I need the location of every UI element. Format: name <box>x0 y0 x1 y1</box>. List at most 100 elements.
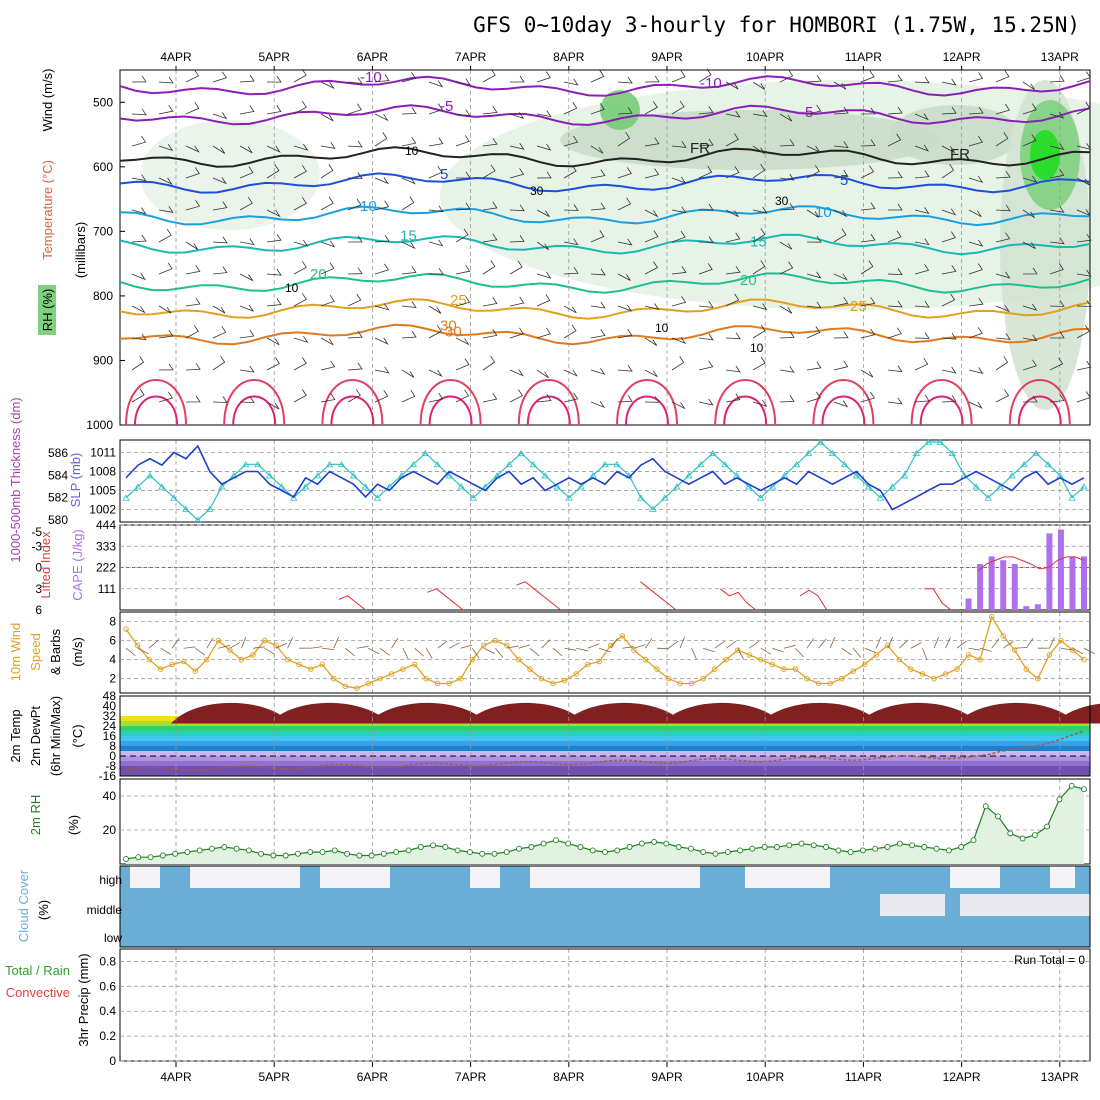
thickness-point <box>337 461 346 468</box>
wind-barb <box>563 135 579 147</box>
wind-speed-point <box>942 671 949 677</box>
wind-speed-point <box>354 685 360 691</box>
wind-barb <box>428 137 444 147</box>
thickness-point <box>816 438 825 445</box>
thickness-point <box>481 483 489 490</box>
wind-barb <box>887 268 903 276</box>
rh-point <box>663 840 670 847</box>
thickness-point <box>984 494 992 501</box>
precip-panel: 0 0.2 0.4 0.6 0.8 Run Total = 0 <box>99 948 1091 1068</box>
thickness-point <box>577 483 585 490</box>
wind-speed-point <box>192 668 199 674</box>
rh-line <box>125 785 1085 860</box>
wind-barb <box>455 109 471 117</box>
temp-bump <box>465 702 586 724</box>
bl-temp-contour <box>1008 379 1071 426</box>
rh-point <box>270 852 277 859</box>
wind-barb <box>428 392 444 403</box>
wind-speed-point <box>446 680 452 687</box>
axis-label-convective: Convective <box>6 985 70 1000</box>
isotherm-label: -10 <box>700 75 722 92</box>
wind-barb <box>536 209 550 217</box>
rh-point <box>147 854 154 861</box>
rh-point <box>945 847 952 854</box>
wind-barb <box>860 139 876 147</box>
wind-barb <box>368 647 380 655</box>
wind-speed-point <box>873 652 879 658</box>
wind-barb <box>995 70 1010 83</box>
wind-barb <box>239 74 255 83</box>
slp-thickness-panel: 1002 1005 1008 1011 580 582 584 586 <box>48 438 1091 527</box>
wind-speed-point <box>573 671 579 677</box>
wind-barb <box>806 638 815 649</box>
slp-tick-label: 1005 <box>89 484 116 498</box>
wind-barb <box>914 76 930 84</box>
wind-barb <box>590 103 605 115</box>
wind-barb <box>779 241 793 250</box>
wind-barb <box>644 337 658 346</box>
wind-barb <box>455 389 470 403</box>
wind-barb <box>212 305 226 314</box>
rh-point <box>773 844 780 850</box>
wind-barb <box>1025 638 1034 649</box>
wind-barb <box>995 356 1009 371</box>
wind-barb <box>941 145 956 154</box>
temp-bump <box>662 702 782 724</box>
wind-speed-point <box>700 675 706 682</box>
thickness-point <box>972 483 980 490</box>
wind-speed-point <box>1046 652 1053 658</box>
wind-barb <box>563 324 577 339</box>
bl-temp-contour <box>1017 395 1062 426</box>
rh-point <box>626 844 633 850</box>
wind-barb <box>437 640 448 649</box>
rh-point <box>172 850 179 857</box>
wind-barb <box>564 647 577 651</box>
thickness-point <box>134 483 142 490</box>
wind-speed-point <box>515 656 522 663</box>
temp-bump <box>171 702 291 724</box>
wind-barb <box>590 329 606 339</box>
wind-barb <box>980 647 992 652</box>
slp-line <box>125 444 1085 511</box>
wind-barb <box>725 110 741 118</box>
wind-barb <box>195 647 206 656</box>
panel-frame <box>119 439 1091 523</box>
wind-barb <box>536 327 551 339</box>
thickness-point <box>433 461 442 468</box>
thickness-point <box>553 483 561 490</box>
wind-barb <box>563 267 579 275</box>
wind-speed-point <box>642 656 649 663</box>
wind-barb <box>320 164 334 179</box>
wind-barb <box>671 401 686 410</box>
wind-speed-point <box>273 642 279 649</box>
rh-point <box>737 847 744 854</box>
wind-speed-point <box>250 652 256 658</box>
panel-axis-labels: Wind (m/s) Temperature (°C) RH (%) (milliba… <box>5 69 91 1047</box>
rh-point <box>380 850 387 857</box>
thickness-point <box>265 472 274 479</box>
wind-barb <box>509 389 523 403</box>
temp-band <box>120 726 1090 731</box>
wind-barb <box>428 267 444 275</box>
pressure-tick-label: 800 <box>93 289 113 303</box>
wind-barb <box>414 647 424 657</box>
wind-barb <box>185 69 200 83</box>
thickness-point <box>709 449 717 457</box>
wind-barb <box>266 337 280 346</box>
wind-barb <box>968 263 983 275</box>
wind-barb <box>212 396 228 403</box>
wind-barb <box>183 646 196 649</box>
wind-barb <box>887 106 903 115</box>
wind-barb <box>266 298 282 307</box>
cape-tick-label: 111 <box>98 582 117 596</box>
rh-point <box>159 852 166 859</box>
wind-barb <box>455 228 469 243</box>
wind-barb <box>428 325 442 339</box>
wind-barb <box>185 363 201 371</box>
wind-speed-point <box>861 661 868 668</box>
wind-barb <box>779 331 795 339</box>
wind-barb <box>1022 241 1036 249</box>
wind-barb <box>266 209 281 218</box>
cloud-level-label: high <box>99 873 122 887</box>
temp-band <box>120 741 1090 746</box>
